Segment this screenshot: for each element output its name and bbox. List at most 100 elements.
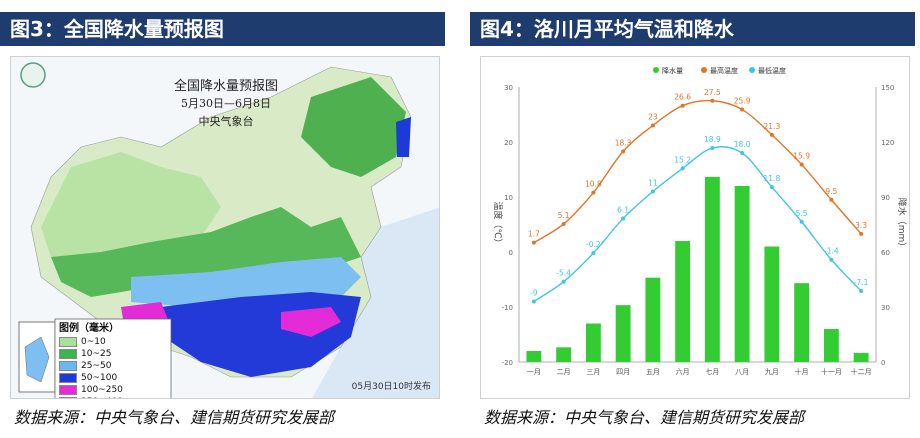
x-tick-label: 九月: [765, 367, 779, 376]
y-right-tick-label: 150: [881, 84, 894, 92]
legend-label: 0~10: [81, 337, 106, 347]
legend-label: 最高温度: [710, 66, 738, 75]
legend-label: 25~50: [81, 361, 112, 371]
x-tick-label: 四月: [616, 368, 630, 376]
min-temp-point: [531, 299, 536, 304]
max-temp-point: [531, 240, 536, 245]
map-legend: 图例（毫米） 0~10 10~25 25~50 50~100 100~250 250~40…: [59, 319, 171, 398]
min-temp-label: 15.2: [674, 155, 691, 164]
legend-label: 50~100: [81, 373, 118, 383]
x-tick-label: 二月: [557, 368, 571, 376]
y-tick-label: -10: [502, 304, 513, 312]
figure4-header: 图4：洛川月平均气温和降水: [470, 12, 915, 46]
max-temp-label: 3.3: [855, 221, 867, 230]
min-temp-label: -1.4: [824, 247, 839, 256]
legend-title: 图例（毫米）: [59, 323, 119, 334]
legend-swatch: [59, 337, 77, 347]
legend-item: 10~25: [59, 348, 171, 360]
legend-item: 50~100: [59, 372, 171, 384]
y-tick-label: 30: [504, 84, 513, 92]
legend-swatch: [59, 385, 77, 395]
china-map-graphic: [11, 57, 439, 398]
max-temp-point: [799, 162, 804, 167]
y-right-tick-label: 30: [881, 304, 890, 312]
min-temp-point: [591, 251, 596, 256]
max-temp-label: 1.7: [528, 230, 540, 239]
min-temp-label: -5.4: [556, 269, 571, 278]
x-tick-label: 十月: [795, 367, 809, 376]
legend-item: 0~10: [59, 336, 171, 348]
x-tick-label: 六月: [676, 367, 690, 376]
x-tick-label: 十二月: [851, 367, 872, 376]
precip-bar: [794, 283, 810, 362]
min-temp-point: [561, 279, 566, 284]
min-temp-label: -0.2: [586, 240, 601, 249]
max-temp-label: 21.3: [764, 122, 781, 131]
legend-item: 250~400: [59, 396, 171, 398]
min-temp-label: -7.1: [854, 278, 869, 287]
map-date-range: 5月30日—6月8日: [181, 97, 271, 110]
min-temp-label: 6.1: [617, 205, 629, 214]
luochuan-climate-chart: -20 -10 0 10 20 30 0 30 60 90 120 150 温度（℃） 降水（mm） 一月 二…: [492, 66, 908, 376]
min-temp-point: [740, 151, 745, 155]
legend-swatch: [59, 349, 77, 359]
precip-bar: [704, 176, 720, 362]
legend-marker: [653, 67, 659, 73]
map-title: 全国降水量预报图: [173, 79, 278, 94]
max-temp-line: [533, 99, 862, 244]
x-tick-label: 五月: [646, 368, 660, 376]
max-temp-point: [769, 132, 774, 137]
legend-label: 10~25: [81, 349, 112, 359]
right-panel: 图4：洛川月平均气温和降水 -20 -10 0 10 20 30 0 30 60 90 120 150…: [470, 0, 920, 438]
left-panel: 图3：全国降水量预报图: [0, 0, 450, 438]
max-temp-point: [680, 103, 685, 108]
map-organization: 中央气象台: [198, 115, 254, 128]
min-temp-point: [859, 289, 864, 294]
min-temp-label: 5.5: [796, 209, 808, 218]
x-tick-label: 一月: [527, 368, 541, 376]
legend-marker: [701, 67, 707, 73]
legend-label: 250~400: [81, 397, 123, 398]
max-temp-point: [591, 190, 596, 195]
max-temp-label: 23: [648, 113, 658, 122]
legend-item: 25~50: [59, 360, 171, 372]
precip-bar: [734, 186, 750, 362]
precip-bar: [585, 323, 601, 362]
precip-bar: [853, 352, 869, 362]
right-source-note: 数据来源：中央气象台、建信期货研究发展部: [484, 408, 805, 427]
map-issue-time: 05月30日10时发布: [351, 382, 431, 392]
max-temp-point: [650, 123, 655, 128]
y-axis-label: 温度（℃）: [492, 201, 504, 247]
y-tick-label: -20: [502, 359, 513, 367]
luochuan-chart-frame: -20 -10 0 10 20 30 0 30 60 90 120 150 温度（℃） 降水（mm） 一月 二…: [480, 56, 910, 399]
max-temp-point: [621, 149, 626, 154]
max-temp-label: 15.9: [793, 152, 810, 161]
min-temp-label: 11.8: [764, 174, 781, 183]
max-temp-point: [740, 107, 745, 112]
legend-marker: [749, 67, 755, 73]
max-temp-label: 18.3: [615, 138, 632, 147]
precip-bar: [764, 246, 780, 362]
max-temp-point: [859, 231, 864, 236]
min-temp-line: [533, 146, 862, 303]
precipitation-map: 全国降水量预报图 5月30日—6月8日 中央气象台 图例（毫米） 0~10 10~…: [10, 56, 440, 399]
legend-rows: 0~10 10~25 25~50 50~100 100~250 250~400: [59, 336, 171, 398]
max-temp-point: [561, 221, 566, 226]
min-temp-point: [799, 219, 804, 224]
y-tick-label: 20: [504, 139, 513, 147]
y-right-tick-label: 60: [881, 249, 890, 257]
legend-label: 最低温度: [758, 66, 786, 75]
legend-label: 降水量: [662, 66, 683, 75]
x-tick-label: 八月: [735, 368, 749, 376]
min-temp-point: [710, 146, 715, 151]
min-temp-point: [829, 257, 834, 262]
y-right-axis-label: 降水（mm）: [896, 198, 908, 252]
figure3-header: 图3：全国降水量预报图: [0, 12, 445, 46]
precip-bar: [615, 305, 631, 362]
legend-label: 100~250: [81, 385, 123, 395]
min-temp-point: [650, 189, 655, 194]
max-temp-point: [829, 197, 834, 202]
legend-item: 100~250: [59, 384, 171, 396]
precip-bar: [526, 351, 542, 362]
legend-swatch: [59, 397, 77, 398]
